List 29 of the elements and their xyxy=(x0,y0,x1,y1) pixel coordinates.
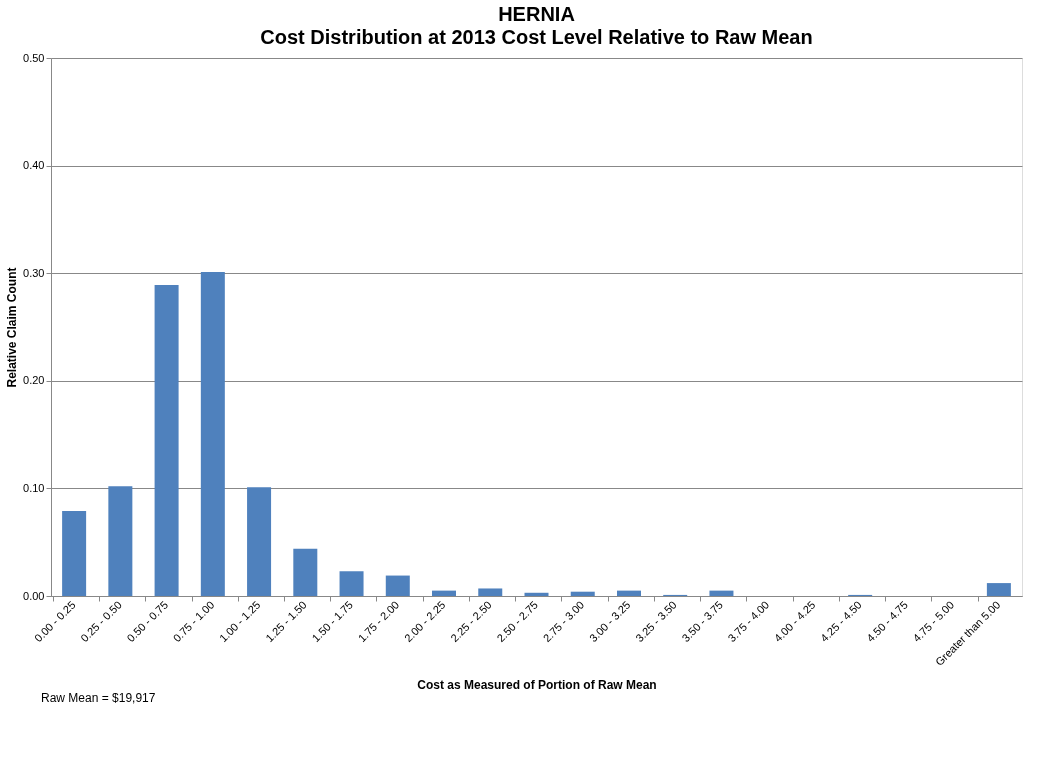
x-tick-label: 4.00 - 4.25 xyxy=(771,598,818,645)
bar xyxy=(339,571,364,596)
bar xyxy=(432,590,457,596)
bar xyxy=(154,285,179,596)
y-tick-label: 0.30 xyxy=(23,266,45,279)
bar xyxy=(385,575,410,596)
bar xyxy=(247,487,272,596)
y-tick-label: 0.00 xyxy=(23,589,45,602)
bar xyxy=(108,486,133,596)
bar xyxy=(478,588,503,596)
y-tick-label: 0.50 xyxy=(23,51,45,64)
bar xyxy=(200,272,225,596)
text: Raw Mean = $19,917 xyxy=(41,691,156,705)
chart-subtitle: Cost Distribution at 2013 Cost Level Relative to Raw Mean xyxy=(260,26,813,48)
y-tick-label: 0.20 xyxy=(23,374,45,387)
bar xyxy=(62,511,87,596)
bar xyxy=(709,590,734,596)
chart-title: HERNIA xyxy=(498,3,575,25)
bar xyxy=(570,591,595,596)
bar xyxy=(986,583,1011,596)
x-tick-label: 4.25 - 4.50 xyxy=(818,598,864,645)
y-tick-label: 0.40 xyxy=(23,159,45,172)
y-axis-title: Relative Claim Count xyxy=(5,267,20,388)
bar xyxy=(616,590,641,596)
y-tick-label: 0.10 xyxy=(23,481,45,494)
x-tick-label: 4.50 - 4.75 xyxy=(864,598,910,645)
bar xyxy=(524,592,549,596)
x-axis-title: Cost as Measured of Portion of Raw Mean xyxy=(417,678,657,692)
bar xyxy=(293,548,318,596)
